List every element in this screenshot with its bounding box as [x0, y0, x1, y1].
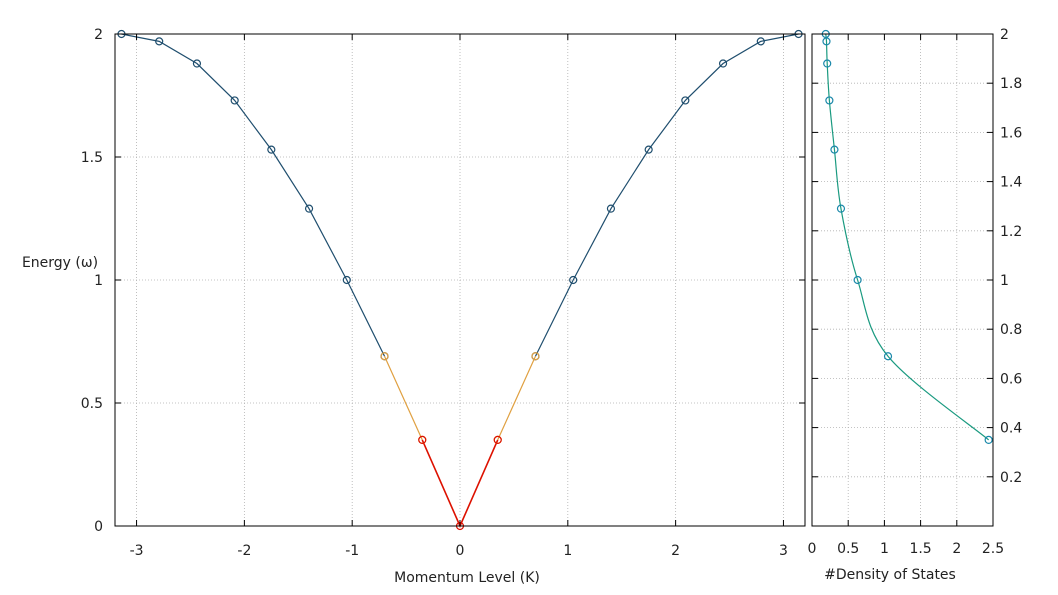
density-y-tick-label: 1.6 — [1000, 125, 1022, 141]
dispersion-y-tick-label: 0.5 — [81, 396, 103, 412]
density-x-tick-label: 0 — [808, 541, 817, 557]
density-data-point — [830, 145, 839, 154]
dispersion-series-line — [497, 356, 537, 441]
dispersion-y-tick-label: 1.5 — [81, 150, 103, 166]
density-y-tick-label: 1.2 — [1000, 224, 1022, 240]
dispersion-data-point — [718, 59, 728, 68]
density-data-point — [853, 275, 862, 285]
density-y-tick-label: 0.6 — [1000, 371, 1022, 387]
dispersion-data-point — [531, 352, 540, 361]
dispersion-data-point — [304, 204, 314, 213]
density-x-axis-label: #Density of States — [824, 567, 956, 583]
dispersion-data-point — [418, 435, 427, 444]
density-y-tick-label: 2 — [1000, 27, 1009, 43]
density-x-tick-label: 0.5 — [837, 541, 859, 557]
dispersion-data-point — [569, 275, 578, 285]
dispersion-y-axis-label: Energy (ω) — [22, 255, 98, 271]
density-x-tick-label: 2.5 — [982, 541, 1004, 557]
density-grid — [812, 34, 993, 526]
dispersion-y-tick-label: 0 — [94, 519, 103, 535]
dispersion-data-point — [681, 96, 690, 105]
dispersion-series-line — [121, 33, 386, 357]
density-y-tick-label: 0.4 — [1000, 421, 1022, 437]
dispersion-data-point — [606, 204, 616, 213]
dispersion-x-tick-label: 2 — [671, 543, 680, 559]
dispersion-x-tick-label: -1 — [345, 543, 359, 559]
density-data-point — [823, 59, 832, 68]
dispersion-data-point — [230, 96, 239, 105]
dispersion-data-point — [493, 435, 502, 444]
dispersion-x-tick-label: 3 — [779, 543, 788, 559]
dispersion-x-tick-label: 0 — [456, 543, 465, 559]
density-x-tick-label: 1.5 — [909, 541, 931, 557]
dispersion-data-point — [644, 145, 653, 154]
dispersion-data-point — [267, 145, 276, 154]
density-y-tick-label: 1 — [1000, 273, 1009, 289]
dispersion-data-point — [380, 352, 389, 361]
density-data-point — [836, 204, 846, 213]
dispersion-data-point — [155, 37, 164, 46]
dispersion-x-tick-label: -3 — [130, 543, 144, 559]
dispersion-y-tick-label: 2 — [94, 27, 103, 43]
density-y-tick-label: 0.8 — [1000, 322, 1022, 338]
dispersion-data-point — [756, 37, 765, 46]
density-series-line — [825, 33, 990, 441]
dispersion-data-point — [192, 59, 202, 68]
dispersion-data-point — [342, 275, 351, 285]
dispersion-panel: -3 -2 -1 0 1 2 3 0 0.5 1 1.5 2 Momentum Level (K) E… — [22, 27, 806, 586]
density-data-point — [825, 96, 834, 105]
density-data-point — [883, 352, 893, 361]
dispersion-x-tick-label: -2 — [237, 543, 251, 559]
dispersion-series-line — [421, 439, 499, 528]
density-data-point — [822, 37, 831, 46]
density-series — [821, 29, 993, 444]
density-panel: 0 0.5 1 1.5 2 2.5 0.2 0.4 0.6 0.8 1 1.2 1.4 1.6 1.8 2 #… — [808, 27, 1023, 583]
density-x-tick-label: 1 — [880, 541, 889, 557]
dispersion-series-line — [534, 33, 799, 357]
density-y-tick-label: 0.2 — [1000, 470, 1022, 486]
dispersion-ticks: -3 -2 -1 0 1 2 3 0 0.5 1 1.5 2 — [81, 27, 805, 559]
dispersion-series-line — [383, 356, 423, 441]
density-data-point — [984, 435, 993, 444]
density-y-tick-label: 1.4 — [1000, 175, 1022, 191]
density-y-tick-label: 1.8 — [1000, 76, 1022, 92]
dispersion-x-axis-label: Momentum Level (K) — [394, 570, 540, 586]
dispersion-x-tick-label: 1 — [563, 543, 572, 559]
dispersion-grid — [115, 34, 805, 526]
density-ticks: 0 0.5 1 1.5 2 2.5 0.2 0.4 0.6 0.8 1 1.2 1.4 1.6 1.8 2 — [808, 27, 1023, 557]
density-x-tick-label: 2 — [952, 541, 961, 557]
dispersion-y-tick-label: 1 — [94, 273, 103, 289]
